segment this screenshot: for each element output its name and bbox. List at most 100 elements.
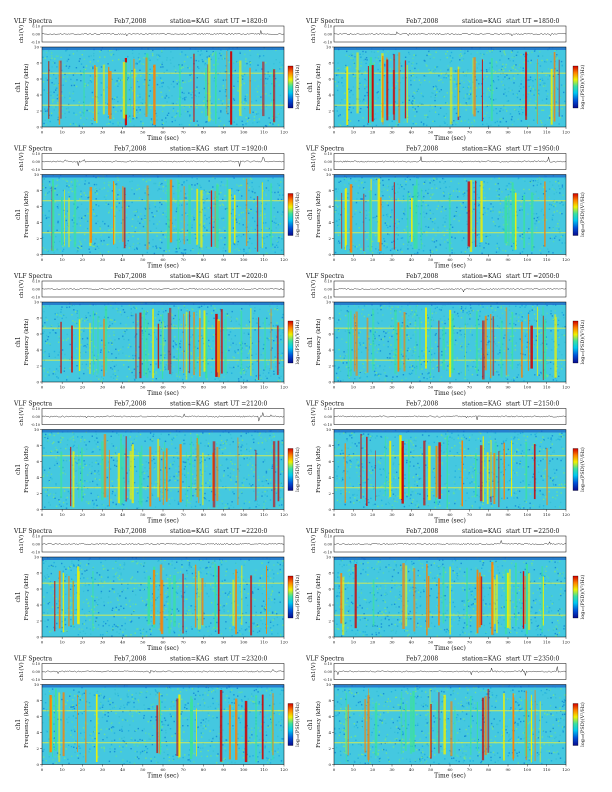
spectrogram-streak (446, 435, 448, 508)
spectrogram-streaks (347, 306, 557, 381)
time-axis-label: Time (sec) (434, 773, 466, 780)
spectrogram-line (42, 232, 284, 234)
panel-date: Feb7,2008 (406, 146, 438, 153)
spectrogram-streak (553, 52, 556, 122)
time-tick-label: 30 (389, 257, 395, 262)
spectrogram-streak (523, 194, 526, 249)
spectrogram-streak (139, 312, 142, 379)
time-axis-label: Time (sec) (147, 645, 179, 652)
spectrogram-streak (340, 573, 343, 624)
spectrogram-streak (525, 690, 527, 761)
spectrogram-streak (405, 314, 407, 371)
time-tick-label: 10 (351, 130, 357, 135)
time-tick-label: 120 (562, 767, 570, 772)
time-tick-label: 80 (201, 640, 207, 645)
freq-tick-label: 0 (36, 507, 39, 512)
time-tick-label: 30 (100, 130, 106, 135)
spectrogram-streak (239, 60, 242, 116)
spectrogram-streak (131, 444, 134, 504)
waveform-tick-label: 0.10 (32, 279, 40, 283)
freq-axis-label: Frequency (kHz) (315, 319, 322, 366)
spectrogram-top-band (42, 174, 284, 178)
spectrogram-streak (490, 314, 492, 379)
colorbar (572, 575, 579, 619)
time-tick-label: 80 (201, 767, 207, 772)
spectrogram-top-band (334, 47, 566, 50)
spectrogram-streak (237, 437, 239, 505)
time-axis-label: Time (sec) (434, 390, 466, 397)
spectrogram-streak (349, 184, 353, 253)
panel-station: station=KAG (170, 401, 209, 408)
freq-tick-label: 4 (36, 348, 39, 353)
time-tick-label: 10 (60, 512, 66, 517)
freq-tick-label: 10 (326, 427, 332, 432)
waveform-trace (333, 415, 567, 420)
time-tick-label: 110 (260, 512, 268, 517)
spectrogram-streak (423, 440, 426, 506)
time-tick-label: 100 (240, 512, 248, 517)
spectrogram-streak (457, 66, 460, 117)
time-tick-label: 30 (389, 512, 395, 517)
spectrogram-streak (397, 322, 400, 372)
panel-date: Feb7,2008 (406, 528, 438, 535)
time-tick-label: 100 (524, 512, 532, 517)
spectrogram-streak (176, 698, 179, 756)
spectrogram-streak (203, 310, 206, 372)
spectrogram-streak (266, 565, 267, 634)
time-tick-label: 40 (120, 512, 126, 517)
spectrogram-streak (143, 310, 145, 376)
time-tick-label: 80 (201, 130, 207, 135)
time-tick-label: 60 (160, 257, 166, 262)
waveform-trace (41, 30, 285, 37)
waveform-tick-label: 0.00 (32, 542, 40, 546)
spectrogram-streak (157, 438, 160, 498)
spectrogram-streak (185, 451, 187, 507)
time-tick-label: 120 (280, 640, 288, 645)
time-tick-label: 30 (100, 512, 106, 517)
time-tick-label: 120 (280, 385, 288, 390)
freq-tick-label: 4 (36, 93, 39, 98)
freq-axis-label: Frequency (kHz) (315, 64, 322, 111)
spectrogram-streak (526, 700, 528, 758)
spectrogram-streak (52, 695, 53, 758)
spectrogram-streak (509, 569, 511, 629)
time-tick-label: 0 (41, 385, 44, 390)
spectrogram-streak (466, 567, 468, 630)
freq-tick-label: 2 (328, 491, 331, 496)
freq-tick-label: 4 (36, 730, 39, 735)
freq-tick-label: 2 (328, 109, 331, 114)
spectrogram-streak (161, 314, 164, 379)
spectrogram-top-band (42, 429, 284, 433)
spectrogram-streak (64, 189, 65, 246)
time-tick-label: 40 (120, 130, 126, 135)
waveform-tick-label: 0.00 (324, 32, 332, 36)
spectrogram-background (42, 47, 284, 127)
panel-date: Feb7,2008 (406, 273, 438, 280)
spectrogram-streak (89, 187, 93, 243)
spectrogram-streak (146, 195, 148, 245)
spectrogram-streak (438, 578, 440, 626)
panel-station: station=KAG (170, 656, 209, 663)
freq-tick-label: 4 (36, 475, 39, 480)
spectrogram-panel: VLF Spectra Feb7,2008 station=KAG start UT … (13, 528, 301, 652)
spectrogram-streak (60, 451, 63, 499)
spectrogram-streak (403, 312, 406, 372)
spectrogram-streak (178, 309, 179, 375)
spectrogram-streaks (60, 306, 279, 380)
time-axis-label: Time (sec) (147, 263, 179, 270)
time-tick-label: 50 (428, 512, 434, 517)
spectrogram-top-band (42, 684, 284, 688)
spectrogram-top-band (42, 47, 284, 50)
spectrogram-streak (550, 68, 553, 125)
spectrogram-streak (467, 181, 471, 247)
time-tick-label: 70 (467, 512, 473, 517)
spectrogram-streak (272, 441, 276, 508)
spectrogram-streak (345, 692, 348, 762)
waveform-trace (333, 539, 567, 546)
spectrogram-streak (448, 195, 451, 252)
spectrogram-streak (149, 446, 152, 507)
time-tick-label: 60 (160, 512, 166, 517)
waveform-axis-label: ch1(V) (18, 152, 25, 170)
time-tick-label: 20 (80, 767, 86, 772)
